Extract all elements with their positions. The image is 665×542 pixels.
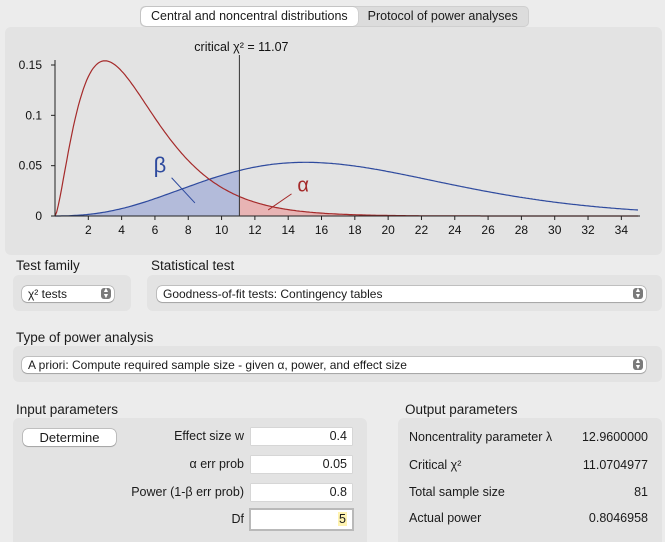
power-label: Power (1-β err prob) — [131, 485, 244, 499]
x-tick-label: 26 — [481, 223, 495, 237]
actual-power-label: Actual power — [409, 511, 482, 525]
popup-arrows-icon: ▲ ▼ — [633, 358, 643, 371]
alpha-err-prob-label: α err prob — [189, 457, 244, 471]
x-tick-label: 12 — [248, 223, 262, 237]
x-tick-label: 14 — [282, 223, 296, 237]
x-tick-label: 30 — [548, 223, 562, 237]
test-family-value: χ² tests — [28, 287, 67, 301]
effect-size-field[interactable]: 0.4 — [251, 428, 352, 445]
x-tick-label: 18 — [348, 223, 362, 237]
statistical-test-select[interactable]: Goodness-of-fit tests: Contingency table… — [157, 286, 646, 302]
y-tick-label: 0.15 — [19, 58, 43, 72]
power-analysis-title: Type of power analysis — [16, 330, 154, 345]
beta-label: β — [154, 153, 167, 178]
x-tick-label: 6 — [152, 223, 159, 237]
statistical-test-title: Statistical test — [151, 258, 235, 273]
test-family-select[interactable]: χ² tests ▲ ▼ — [22, 286, 114, 302]
actual-power-value: 0.8046958 — [588, 511, 648, 525]
power-analysis-select[interactable]: A priori: Compute required sample size -… — [22, 357, 646, 373]
statistical-test-value: Goodness-of-fit tests: Contingency table… — [163, 287, 383, 301]
test-family-title: Test family — [16, 258, 80, 273]
x-tick-label: 2 — [85, 223, 92, 237]
x-tick-label: 8 — [185, 223, 192, 237]
popup-arrows-icon: ▲ ▼ — [633, 287, 643, 300]
tab-distributions[interactable]: Central and noncentral distributions — [141, 7, 358, 26]
df-value: 5 — [338, 512, 347, 526]
alpha-label: α — [297, 174, 309, 196]
alpha-err-prob-field[interactable]: 0.05 — [251, 456, 352, 473]
x-tick-label: 4 — [118, 223, 125, 237]
popup-arrows-icon: ▲ ▼ — [101, 287, 111, 300]
beta-area — [55, 170, 240, 216]
x-tick-label: 22 — [415, 223, 429, 237]
power-analysis-value: A priori: Compute required sample size -… — [28, 358, 407, 372]
tab-protocol[interactable]: Protocol of power analyses — [367, 9, 518, 23]
x-tick-label: 20 — [381, 223, 395, 237]
df-field[interactable]: 5 — [251, 510, 352, 529]
distribution-plot: 2 4 6 8 10 12 14 16 18 20 22 24 26 28 30 32 3400.050.10.… — [19, 40, 640, 237]
critical-chi2-label: Critical χ² — [409, 458, 462, 472]
power-field[interactable]: 0.8 — [251, 484, 352, 501]
central-curve — [54, 60, 638, 217]
beta-pointer — [171, 177, 196, 204]
input-parameters-title: Input parameters — [16, 402, 119, 417]
x-tick-label: 16 — [315, 223, 329, 237]
x-tick-label: 28 — [515, 223, 529, 237]
view-tabs: Central and noncentral distributions Pro… — [140, 6, 529, 27]
critical-label: critical χ² = 11.07 — [194, 40, 288, 54]
x-tick-label: 10 — [215, 223, 229, 237]
x-tick-label: 24 — [448, 223, 462, 237]
df-label: Df — [231, 512, 245, 526]
effect-size-label: Effect size w — [174, 429, 244, 443]
determine-button[interactable]: Determine — [23, 429, 116, 446]
critical-chi2-value: 11.0704977 — [582, 458, 648, 472]
x-tick-label: 32 — [581, 223, 595, 237]
total-sample-size-value: 81 — [634, 485, 648, 499]
noncentrality-value: 12.9600000 — [581, 430, 648, 444]
y-tick-label: 0.05 — [19, 159, 43, 173]
alpha-area — [239, 196, 638, 216]
output-parameters-title: Output parameters — [405, 402, 518, 417]
noncentrality-label: Noncentrality parameter λ — [409, 430, 553, 444]
total-sample-size-label: Total sample size — [409, 485, 505, 499]
output-parameters-panel — [398, 418, 662, 542]
x-tick-label: 34 — [615, 223, 629, 237]
y-tick-label: 0 — [35, 209, 42, 223]
distribution-plot-panel: 2 4 6 8 10 12 14 16 18 20 22 24 26 28 30 32 34 0 0.05 0.1 0.… — [5, 27, 662, 255]
y-tick-label: 0.1 — [25, 108, 42, 122]
noncentral-curve — [55, 161, 639, 217]
alpha-pointer — [267, 193, 292, 211]
